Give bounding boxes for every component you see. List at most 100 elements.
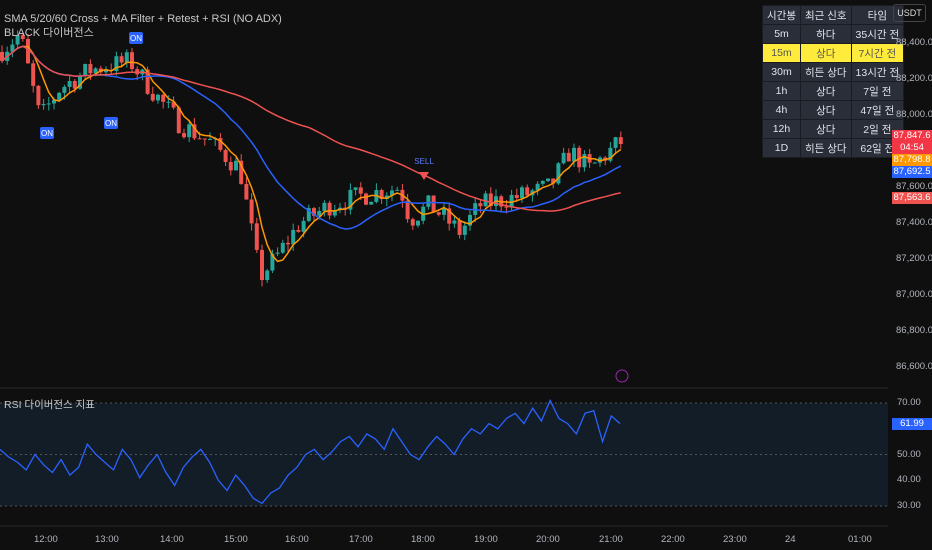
- candle: [613, 137, 618, 148]
- candle: [442, 208, 446, 215]
- candle: [520, 187, 524, 198]
- table-cell: 15m: [762, 43, 801, 63]
- candle: [88, 64, 93, 74]
- table-cell: 1h: [762, 81, 801, 101]
- price-axis-label: 88,000.0: [896, 109, 932, 120]
- rsi-line: [0, 398, 621, 505]
- time-axis-label: 22:00: [661, 534, 685, 545]
- table-cell: 5m: [762, 24, 801, 44]
- candle: [67, 81, 72, 87]
- table-row: 12h 상다 2일 전: [762, 119, 905, 139]
- candle: [62, 86, 67, 93]
- candle: [72, 81, 77, 89]
- price-axis-label: 87,200.0: [896, 253, 932, 264]
- candle: [395, 189, 400, 191]
- candle: [572, 147, 576, 162]
- candle: [182, 133, 186, 138]
- candle: [317, 211, 322, 216]
- time-axis-label: 20:00: [536, 534, 560, 545]
- price-axis-label: 88,400.0: [896, 37, 932, 48]
- sell-arrow-icon: [419, 172, 429, 180]
- candle: [452, 220, 457, 224]
- table-cell: 7일 전: [850, 81, 905, 101]
- candle: [436, 212, 441, 215]
- time-axis-label: 13:00: [95, 534, 119, 545]
- table-cell: 상다: [799, 81, 852, 101]
- candle: [202, 138, 207, 140]
- indicator-legend: SMA 5/20/60 Cross + MA Filter + Retest +…: [4, 12, 282, 40]
- candle: [239, 160, 244, 184]
- candle: [234, 160, 238, 171]
- on-marker-label: ON: [130, 34, 142, 43]
- candle: [208, 139, 212, 141]
- currency-button[interactable]: USDT: [893, 4, 926, 22]
- candle: [150, 93, 155, 101]
- table-row: 5m 하다 35시간 전: [762, 24, 905, 44]
- on-marker: [40, 127, 54, 139]
- candle: [119, 56, 124, 63]
- candle: [577, 147, 582, 168]
- candle: [488, 193, 493, 206]
- candle: [46, 103, 51, 105]
- candle: [504, 206, 509, 208]
- signal-table: 시간봉 최근 신호 타임 5m 하다 35시간 전 15m 상다 7시간 전 30m 히든 상다 13…: [762, 5, 905, 158]
- table-row: 4h 상다 47일 전: [762, 100, 905, 120]
- table-cell: 타임: [850, 5, 905, 25]
- table-row: 1h 상다 7일 전: [762, 81, 905, 101]
- time-axis-label: 17:00: [349, 534, 373, 545]
- time-axis-label: 01:00: [848, 534, 872, 545]
- candle: [36, 85, 41, 106]
- price-tag: 87,692.5: [892, 166, 932, 178]
- candle: [566, 152, 571, 162]
- sell-marker-label: SELL: [414, 157, 434, 166]
- candle: [447, 208, 452, 224]
- lightning-icon: [615, 369, 629, 383]
- time-axis-label: 12:00: [34, 534, 58, 545]
- table-row: 시간봉 최근 신호 타임: [762, 5, 905, 25]
- price-axis-label: 87,000.0: [896, 289, 932, 300]
- rsi-pane-title: RSI 다이버전스 지표: [4, 399, 95, 411]
- time-axis-label: 19:00: [474, 534, 498, 545]
- candle: [130, 52, 134, 70]
- time-axis-label: 14:00: [160, 534, 184, 545]
- candle: [260, 249, 264, 281]
- candle: [192, 124, 197, 139]
- table-cell: 30m: [762, 62, 801, 82]
- candle: [270, 253, 275, 271]
- candle: [468, 214, 472, 226]
- candle: [161, 94, 166, 102]
- rsi-axis-label: 70.00: [897, 397, 921, 408]
- price-axis-label: 87,600.0: [896, 181, 932, 192]
- candle: [364, 193, 368, 205]
- price-axis-label: 88,200.0: [896, 73, 932, 84]
- candle: [416, 220, 420, 226]
- candle: [228, 162, 233, 171]
- candle: [369, 201, 374, 205]
- time-axis-label: 23:00: [723, 534, 747, 545]
- table-cell: 상다: [799, 100, 852, 120]
- candle: [93, 68, 98, 74]
- candle: [514, 194, 519, 198]
- time-axis-label: 15:00: [224, 534, 248, 545]
- table-row: 15m 상다 7시간 전: [762, 43, 905, 63]
- candle: [306, 208, 311, 221]
- candle: [145, 69, 150, 94]
- table-cell: 상다: [799, 43, 852, 63]
- price-tag-value: 87,563.6: [893, 192, 931, 203]
- time-axis-label: 18:00: [411, 534, 435, 545]
- candle: [223, 149, 228, 163]
- candle: [15, 35, 20, 45]
- candle: [104, 70, 108, 73]
- candle: [483, 193, 488, 207]
- candle: [176, 107, 181, 134]
- candle: [312, 208, 316, 216]
- candle: [322, 202, 327, 212]
- candle: [296, 229, 301, 232]
- candle: [348, 189, 353, 210]
- candle: [618, 137, 623, 145]
- candle: [187, 124, 192, 138]
- on-marker: [104, 117, 118, 129]
- time-axis-label: 24: [785, 534, 796, 545]
- table-cell: 4h: [762, 100, 801, 120]
